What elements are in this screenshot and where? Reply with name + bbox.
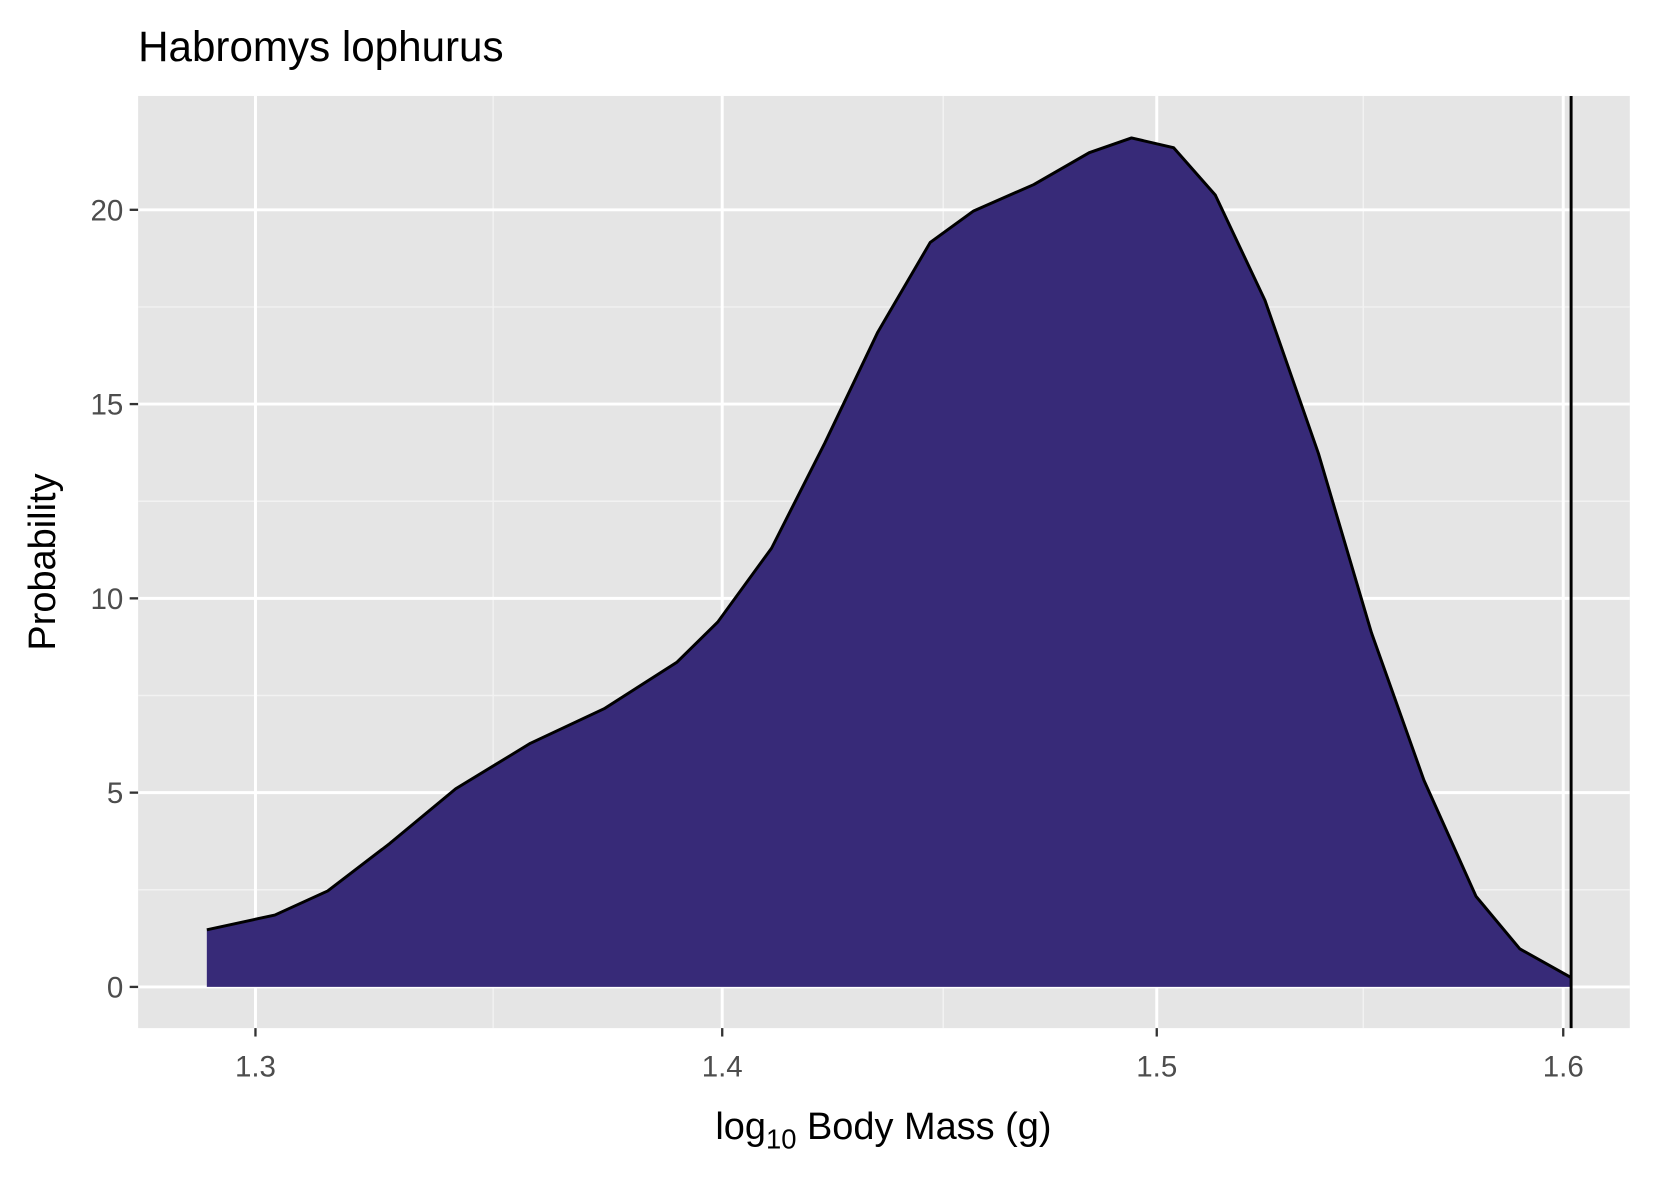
x-label-part: Body Mass (g) bbox=[796, 1106, 1051, 1148]
y-axis-label: Probability bbox=[22, 473, 64, 650]
y-tick-label: 0 bbox=[107, 971, 123, 1004]
y-tick-label: 10 bbox=[91, 583, 124, 616]
x-tick-label: 1.3 bbox=[235, 1051, 276, 1084]
chart-title: Habromys lophurus bbox=[138, 23, 503, 70]
y-tick-label: 5 bbox=[107, 777, 123, 810]
density-area bbox=[206, 137, 1572, 987]
x-axis-label: log10 Body Mass (g) bbox=[715, 1106, 1051, 1154]
y-tick-label: 20 bbox=[91, 194, 124, 227]
x-label-subscript: 10 bbox=[766, 1123, 796, 1154]
x-tick-label: 1.6 bbox=[1543, 1051, 1584, 1084]
x-label-part: log bbox=[715, 1106, 766, 1148]
y-tick-label: 15 bbox=[91, 389, 124, 422]
density-line bbox=[206, 136, 1572, 979]
x-tick-label: 1.5 bbox=[1136, 1051, 1177, 1084]
x-tick-label: 1.4 bbox=[702, 1051, 743, 1084]
